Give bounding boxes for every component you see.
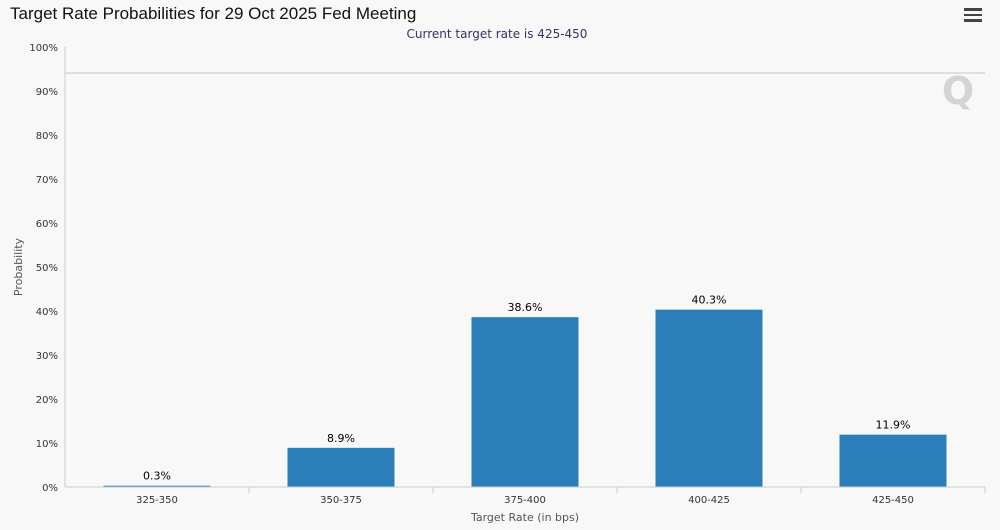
bar bbox=[287, 447, 395, 487]
bar bbox=[655, 309, 763, 487]
y-tick-label: 0% bbox=[42, 483, 58, 494]
x-tick-label: 400-425 bbox=[688, 495, 730, 506]
y-tick-label: 40% bbox=[36, 307, 58, 318]
y-tick-label: 10% bbox=[36, 439, 58, 450]
x-tick-label: 325-350 bbox=[136, 495, 178, 506]
bar bbox=[471, 317, 579, 487]
y-tick-label: 90% bbox=[36, 87, 58, 98]
chart-subtitle: Current target rate is 425-450 bbox=[407, 27, 588, 41]
hamburger-menu-icon[interactable] bbox=[964, 8, 982, 22]
data-label: 40.3% bbox=[692, 294, 727, 307]
data-label: 38.6% bbox=[508, 301, 543, 314]
y-axis-title: Probability bbox=[12, 237, 25, 296]
bar bbox=[103, 485, 211, 487]
data-label: 0.3% bbox=[143, 470, 171, 483]
y-tick-label: 60% bbox=[36, 219, 58, 230]
x-tick-label: 375-400 bbox=[504, 495, 546, 506]
y-tick-label: 50% bbox=[36, 263, 58, 274]
y-tick-label: 80% bbox=[36, 131, 58, 142]
y-tick-label: 70% bbox=[36, 175, 58, 186]
x-tick-label: 425-450 bbox=[872, 495, 914, 506]
watermark-logo-icon: Q bbox=[942, 69, 974, 113]
y-tick-label: 30% bbox=[36, 351, 58, 362]
x-axis-title: Target Rate (in bps) bbox=[470, 511, 579, 524]
data-label: 8.9% bbox=[327, 432, 355, 445]
y-tick-label: 20% bbox=[36, 395, 58, 406]
y-tick-label: 100% bbox=[29, 43, 58, 54]
x-tick-label: 350-375 bbox=[320, 495, 362, 506]
data-label: 11.9% bbox=[876, 419, 911, 432]
chart-title: Target Rate Probabilities for 29 Oct 202… bbox=[10, 4, 417, 23]
bar bbox=[839, 434, 947, 487]
